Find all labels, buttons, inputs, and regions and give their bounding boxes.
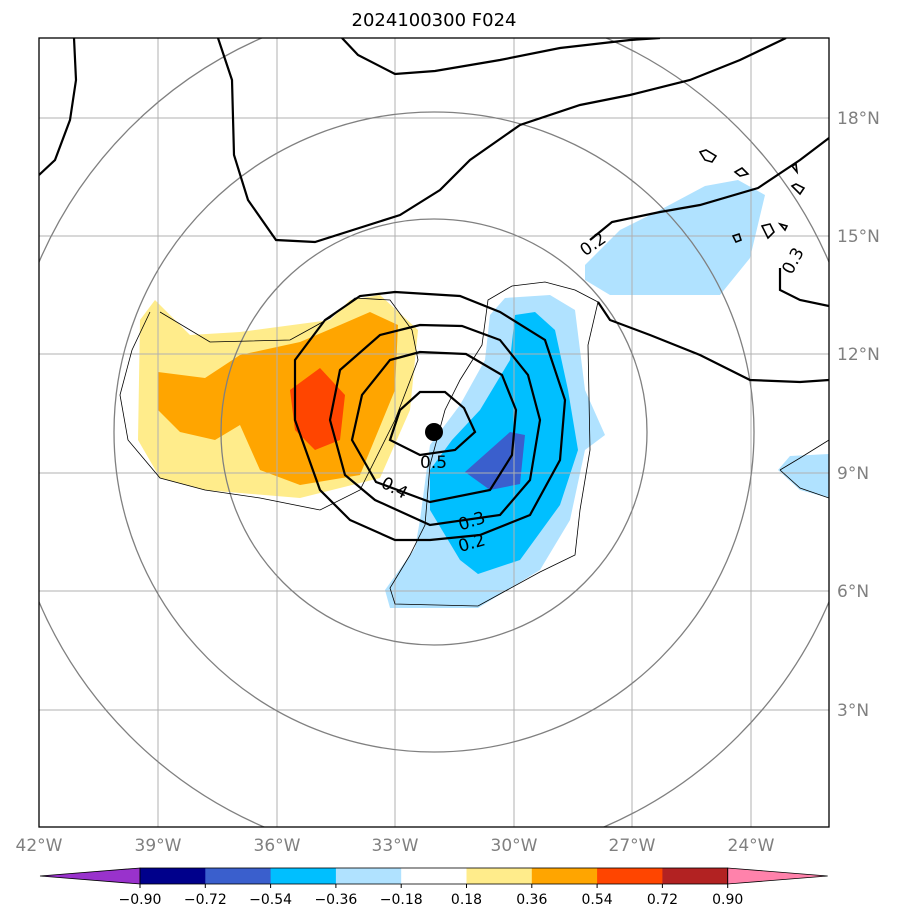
plot-frame bbox=[38, 37, 830, 828]
y-axis-labels: 18°N 15°N 12°N 9°N 6°N 3°N bbox=[837, 109, 880, 721]
colorbar-segment bbox=[466, 868, 533, 884]
fill-positive-0.36 bbox=[158, 312, 398, 485]
y-tick-label: 9°N bbox=[837, 464, 869, 484]
colorbar-segment bbox=[335, 868, 402, 884]
thick-contours bbox=[39, 38, 829, 542]
fill-negative-0.18-east bbox=[585, 180, 765, 295]
storm-center-marker bbox=[425, 423, 443, 441]
small-features bbox=[698, 149, 806, 244]
chart-title: 2024100300 F024 bbox=[352, 10, 517, 31]
x-tick-label: 39°W bbox=[135, 836, 182, 856]
y-tick-label: 6°N bbox=[837, 582, 869, 602]
colorbar-tick-label: 0.90 bbox=[712, 892, 743, 908]
colorbar-frame bbox=[139, 867, 729, 885]
colorbar-tick-label: −0.90 bbox=[119, 892, 162, 908]
filled-contours bbox=[138, 180, 829, 608]
x-tick-label: 36°W bbox=[254, 836, 301, 856]
colorbar-tick-label: 0.72 bbox=[647, 892, 678, 908]
colorbar-tick-label: 0.18 bbox=[451, 892, 482, 908]
colorbar-tick-label: 0.54 bbox=[582, 892, 613, 908]
colorbar-tick-label: −0.18 bbox=[380, 892, 423, 908]
fill-positive-0.54 bbox=[290, 368, 345, 450]
x-tick-label: 33°W bbox=[372, 836, 419, 856]
y-tick-label: 18°N bbox=[837, 109, 880, 129]
x-tick-label: 42°W bbox=[16, 836, 63, 856]
contour-label-0.5: 0.5 bbox=[420, 453, 447, 473]
y-tick-label: 3°N bbox=[837, 701, 869, 721]
contour-label-0.3-right: 0.3 bbox=[778, 244, 808, 277]
colorbar-segment bbox=[531, 868, 598, 884]
contour-label-0.4: 0.4 bbox=[378, 473, 411, 503]
fill-negative-0.54 bbox=[465, 432, 525, 490]
colorbar-tick-label: −0.72 bbox=[184, 892, 227, 908]
gridlines bbox=[39, 38, 829, 827]
colorbar-extend-low bbox=[39, 867, 141, 885]
colorbar-segment bbox=[140, 868, 206, 884]
distance-rings bbox=[39, 38, 829, 827]
colorbar-segment bbox=[205, 868, 272, 884]
colorbar-tick-label: 0.36 bbox=[516, 892, 547, 908]
plot-area: 0.5 0.4 0.3 0.2 0.2 0.3 bbox=[39, 38, 829, 827]
x-tick-label: 24°W bbox=[728, 836, 775, 856]
x-tick-label: 30°W bbox=[491, 836, 538, 856]
colorbar: −0.90 −0.72 −0.54 −0.36 −0.18 0.18 0.36 0.54 0.7… bbox=[39, 867, 828, 908]
x-tick-label: 27°W bbox=[609, 836, 656, 856]
x-axis-labels: 42°W 39°W 36°W 33°W 30°W 27°W 24°W bbox=[16, 836, 775, 856]
colorbar-segment bbox=[597, 868, 663, 884]
colorbar-extend-high bbox=[727, 867, 828, 885]
fill-negative-0.18-edge bbox=[778, 454, 829, 498]
colorbar-tick-label: −0.54 bbox=[249, 892, 292, 908]
y-tick-label: 15°N bbox=[837, 227, 880, 247]
colorbar-tick-label: −0.36 bbox=[314, 892, 357, 908]
colorbar-segment bbox=[662, 868, 729, 884]
colorbar-segment bbox=[270, 868, 337, 884]
y-tick-label: 12°N bbox=[837, 345, 880, 365]
colorbar-segment bbox=[401, 868, 467, 884]
